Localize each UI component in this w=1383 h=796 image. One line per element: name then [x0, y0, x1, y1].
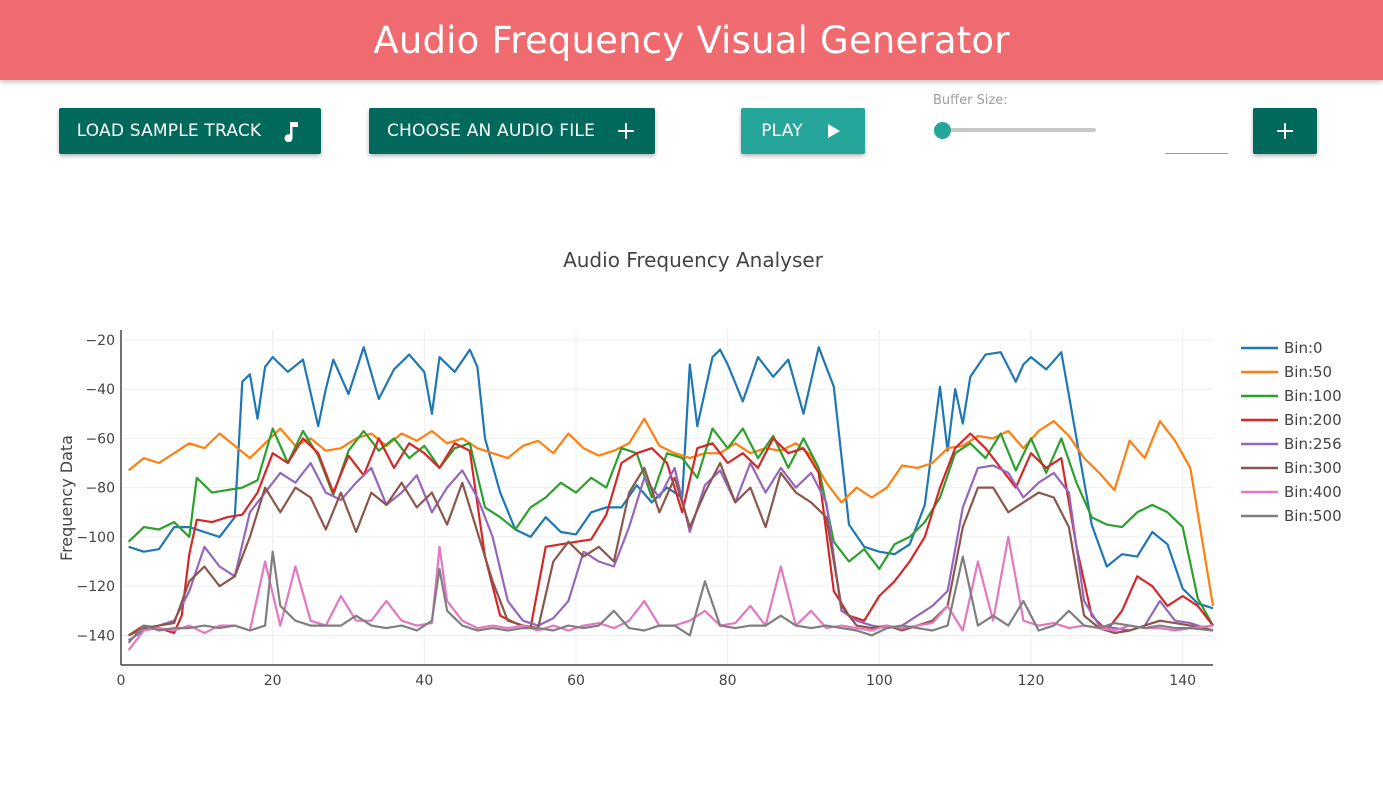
- y-tick-label: −60: [85, 431, 115, 447]
- chart-y-axis-label: Frequency Data: [57, 435, 76, 561]
- load-sample-track-label: LOAD SAMPLE TRACK: [76, 121, 262, 141]
- series-line-bin-300: [128, 461, 1214, 637]
- x-tick-label: 80: [719, 673, 737, 689]
- series-line-bin-200: [128, 432, 1214, 637]
- y-tick-label: −100: [77, 530, 115, 546]
- x-tick-label: 120: [1018, 673, 1045, 689]
- play-button[interactable]: PLAY: [741, 108, 865, 154]
- plus-icon: [615, 120, 637, 142]
- chart-title: Audio Frequency Analyser: [563, 248, 824, 272]
- series-line-bin-0: [128, 346, 1214, 610]
- y-tick-label: −80: [85, 481, 115, 497]
- x-tick-label: 20: [264, 673, 282, 689]
- series-line-bin-50: [127, 417, 1215, 607]
- series-line-bin-400: [127, 535, 1214, 651]
- choose-audio-file-button[interactable]: CHOOSE AN AUDIO FILE: [369, 108, 655, 154]
- chart-series: [127, 346, 1215, 651]
- chart-legend: Bin:0 Bin:50 Bin:100 Bin:200 Bin:256 Bin:300 B…: [1241, 339, 1342, 525]
- y-tick-label: −40: [85, 382, 115, 398]
- series-line-bin-100: [127, 427, 1214, 627]
- x-tick-label: 140: [1169, 673, 1196, 689]
- load-sample-track-button[interactable]: LOAD SAMPLE TRACK: [59, 108, 321, 154]
- buffer-size-slider-thumb[interactable]: [934, 122, 951, 139]
- chart-axes: 0 20 40 60 80 100 120 140 −20 −40 −60 −80 −100 −120 −1…: [77, 330, 1213, 689]
- y-tick-label: −140: [77, 628, 115, 644]
- buffer-size-input[interactable]: [1165, 122, 1228, 154]
- x-tick-label: 100: [866, 673, 893, 689]
- app-header: Audio Frequency Visual Generator: [0, 0, 1383, 80]
- play-icon: [823, 120, 845, 142]
- buffer-size-slider-track[interactable]: [935, 128, 1096, 132]
- x-tick-label: 40: [415, 673, 433, 689]
- plus-icon: [1274, 120, 1296, 142]
- y-tick-label: −120: [77, 579, 115, 595]
- play-label: PLAY: [761, 121, 803, 141]
- series-line-bin-500: [127, 550, 1214, 644]
- choose-audio-file-label: CHOOSE AN AUDIO FILE: [386, 121, 596, 141]
- frequency-chart: 0 20 40 60 80 100 120 140 −20 −40 −60 −80 −100 −120 −1…: [0, 230, 1383, 700]
- app-title: Audio Frequency Visual Generator: [373, 18, 1010, 62]
- x-tick-label: 60: [567, 673, 585, 689]
- legend-label: Bin:500: [1284, 507, 1342, 525]
- chart-canvas: 0 20 40 60 80 100 120 140 −20 −40 −60 −80 −100 −120 −1…: [57, 248, 1342, 689]
- y-tick-label: −20: [85, 333, 115, 349]
- music-note-icon: [281, 120, 303, 142]
- buffer-size-label: Buffer Size:: [933, 93, 1008, 108]
- add-button[interactable]: [1253, 108, 1317, 154]
- legend-label: Bin:200: [1284, 411, 1342, 429]
- legend-label: Bin:300: [1284, 459, 1342, 477]
- legend-label: Bin:400: [1284, 483, 1342, 501]
- series-line-bin-256: [127, 461, 1214, 642]
- legend-label: Bin:100: [1284, 387, 1342, 405]
- legend-label: Bin:50: [1284, 363, 1332, 381]
- legend-label: Bin:256: [1284, 435, 1342, 453]
- x-tick-label: 0: [117, 673, 126, 689]
- legend-label: Bin:0: [1284, 339, 1323, 357]
